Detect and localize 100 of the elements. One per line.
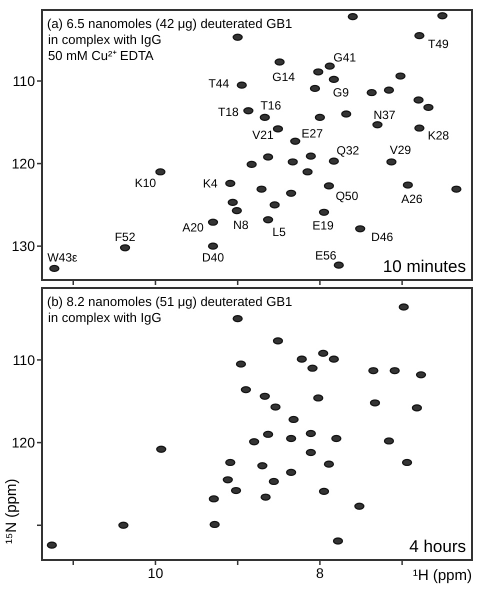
point bbox=[313, 394, 324, 402]
annotation: T44 bbox=[208, 76, 230, 90]
point bbox=[331, 434, 342, 442]
point bbox=[240, 386, 251, 394]
point bbox=[286, 434, 296, 442]
point bbox=[228, 198, 238, 206]
x-tick-label: 10 bbox=[148, 565, 164, 581]
point bbox=[324, 62, 335, 70]
point bbox=[236, 360, 246, 368]
point bbox=[332, 537, 344, 545]
point bbox=[306, 448, 316, 456]
point bbox=[260, 114, 270, 121]
point bbox=[249, 438, 260, 446]
point bbox=[318, 350, 328, 357]
point bbox=[263, 153, 274, 161]
point bbox=[286, 190, 296, 197]
point bbox=[232, 34, 243, 41]
point bbox=[368, 367, 378, 374]
point bbox=[386, 158, 397, 166]
annotation: E19 bbox=[312, 218, 334, 232]
x-tick-label: 8 bbox=[316, 565, 324, 581]
y-tick-label: 110 bbox=[12, 72, 36, 89]
annotation: A26 bbox=[401, 192, 423, 206]
point bbox=[288, 158, 298, 166]
y-tick-label: 120 bbox=[12, 155, 36, 172]
point bbox=[155, 168, 166, 176]
point bbox=[328, 76, 339, 83]
point bbox=[414, 124, 424, 132]
point bbox=[274, 58, 285, 66]
point bbox=[402, 458, 412, 466]
text: in complex with IgG 50 mM Cu²⁺ EDTA bbox=[48, 32, 162, 63]
y-tick-label: 110 bbox=[12, 352, 36, 368]
annotation: T49 bbox=[428, 36, 450, 51]
point bbox=[398, 303, 409, 311]
point bbox=[156, 446, 166, 453]
point bbox=[384, 437, 394, 445]
point bbox=[414, 32, 424, 40]
annotation: E27 bbox=[302, 126, 324, 140]
point bbox=[348, 13, 358, 20]
annotation: G14 bbox=[272, 70, 296, 84]
annotation: K10 bbox=[134, 176, 156, 190]
point bbox=[210, 520, 220, 528]
point bbox=[46, 542, 57, 549]
point bbox=[263, 430, 274, 438]
point bbox=[230, 486, 242, 494]
point bbox=[366, 88, 377, 96]
annotation: D40 bbox=[202, 250, 224, 264]
point bbox=[451, 186, 462, 193]
point bbox=[384, 86, 394, 94]
annotation: V29 bbox=[390, 143, 412, 158]
point bbox=[314, 114, 325, 121]
point bbox=[257, 462, 268, 470]
annotation: F52 bbox=[114, 230, 136, 244]
y-tick-label: 120 bbox=[12, 434, 36, 450]
point bbox=[413, 96, 424, 104]
annotation: N8 bbox=[233, 218, 249, 232]
point bbox=[288, 416, 299, 424]
annotation: V21 bbox=[252, 128, 274, 142]
point bbox=[272, 337, 284, 345]
point bbox=[306, 152, 316, 160]
point bbox=[260, 392, 270, 400]
point bbox=[390, 367, 400, 374]
point bbox=[296, 356, 307, 363]
point bbox=[232, 207, 242, 214]
point bbox=[341, 110, 352, 118]
annotation: T16 bbox=[260, 98, 282, 113]
annotation: N37 bbox=[373, 108, 396, 122]
point bbox=[328, 158, 339, 165]
point bbox=[324, 460, 334, 468]
text: (a) 6.5 nanomoles (42 μg) deuterated GB1 bbox=[47, 16, 292, 31]
point bbox=[306, 430, 316, 438]
point bbox=[260, 494, 271, 501]
annotation: W43ε bbox=[47, 250, 78, 265]
annotation: 10 minutes bbox=[382, 257, 466, 276]
point bbox=[355, 225, 366, 232]
point bbox=[286, 468, 296, 476]
point bbox=[225, 180, 236, 187]
point bbox=[118, 522, 128, 529]
point bbox=[243, 107, 254, 114]
point bbox=[423, 104, 434, 112]
y-tick-label: 130 bbox=[12, 238, 36, 254]
point bbox=[268, 478, 279, 486]
point bbox=[225, 458, 236, 466]
text: (b) 8.2 nanomoles (51 μg) deuterated GB1 bbox=[47, 294, 292, 309]
x-axis-title: ¹H (ppm) bbox=[412, 567, 472, 584]
annotation: G41 bbox=[333, 50, 356, 64]
point bbox=[310, 84, 320, 92]
annotation: Q32 bbox=[336, 143, 360, 158]
point bbox=[370, 399, 380, 407]
point bbox=[328, 356, 339, 363]
point bbox=[290, 138, 300, 145]
annotation: L5 bbox=[272, 224, 286, 239]
annotation: D46 bbox=[371, 230, 394, 244]
annotation: Q50 bbox=[336, 189, 359, 204]
point bbox=[208, 495, 219, 502]
point bbox=[263, 216, 274, 224]
point bbox=[270, 201, 280, 208]
point bbox=[270, 403, 281, 411]
annotation: 4 hours bbox=[409, 537, 466, 556]
point bbox=[222, 476, 233, 484]
